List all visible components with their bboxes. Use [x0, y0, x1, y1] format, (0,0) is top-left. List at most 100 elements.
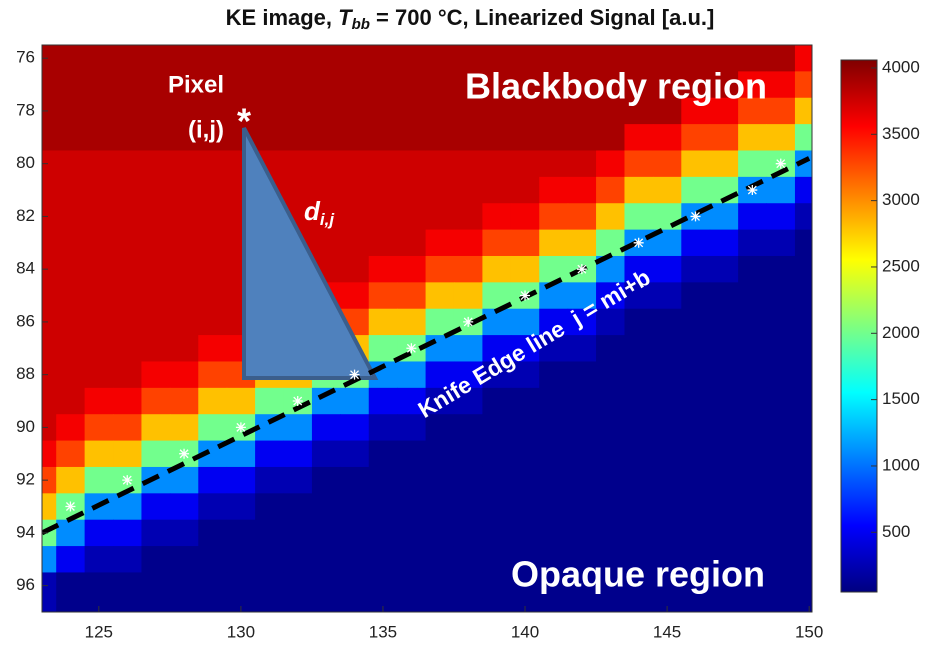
heatmap-cell	[653, 150, 682, 177]
heatmap-cell	[85, 71, 114, 98]
edge-point	[747, 185, 757, 195]
heatmap-cell	[56, 45, 85, 72]
distance-symbol: d	[304, 196, 321, 226]
pixel-label: Pixel	[168, 71, 224, 98]
heatmap-cell	[511, 124, 540, 151]
heatmap-cell	[85, 230, 114, 257]
heatmap-cell	[426, 546, 455, 573]
heatmap-cell	[454, 177, 483, 204]
heatmap-cell	[141, 230, 170, 257]
distance-subscript: i,j	[320, 210, 335, 229]
heatmap-cell	[227, 572, 256, 599]
heatmap-cell	[454, 335, 483, 362]
heatmap-cell	[227, 441, 256, 468]
heatmap-cell	[340, 546, 369, 573]
heatmap-cell	[369, 309, 398, 336]
heatmap-cell	[767, 256, 796, 283]
heatmap-cell	[113, 203, 142, 230]
heatmap-cell	[85, 177, 114, 204]
heatmap-cell	[141, 520, 170, 547]
heatmap-cell	[568, 388, 597, 415]
heatmap-cell	[624, 520, 653, 547]
heatmap-cell	[539, 414, 568, 441]
heatmap-cell	[511, 203, 540, 230]
heatmap-cell	[738, 414, 767, 441]
heatmap-cell	[255, 520, 284, 547]
colorbar-tick-label: 1500	[882, 389, 920, 408]
heatmap-cell	[170, 572, 199, 599]
heatmap-cell	[312, 98, 341, 125]
heatmap-cell	[426, 203, 455, 230]
heatmap-cell	[710, 520, 739, 547]
heatmap-cell	[198, 361, 227, 388]
heatmap-cell	[653, 309, 682, 336]
heatmap-cell	[681, 177, 710, 204]
heatmap-cell	[141, 124, 170, 151]
heatmap-cell	[227, 388, 256, 415]
edge-point	[65, 502, 75, 512]
heatmap-cell	[284, 493, 313, 520]
heatmap-cell	[767, 282, 796, 309]
edge-point	[293, 396, 303, 406]
title-subscript: bb	[352, 16, 370, 33]
heatmap-cell	[710, 388, 739, 415]
heatmap-cell	[454, 282, 483, 309]
y-tick-label: 80	[16, 153, 35, 172]
heatmap-cell	[369, 71, 398, 98]
heatmap-cell	[56, 441, 85, 468]
heatmap-cell	[454, 230, 483, 257]
heatmap-cell	[85, 335, 114, 362]
heatmap-cell	[767, 71, 796, 98]
heatmap-cell	[397, 441, 426, 468]
heatmap-cell	[141, 572, 170, 599]
heatmap-cell	[397, 361, 426, 388]
heatmap-cell	[255, 493, 284, 520]
heatmap-cell	[141, 150, 170, 177]
heatmap-cell	[653, 520, 682, 547]
heatmap-cell	[198, 282, 227, 309]
heatmap-cell	[312, 124, 341, 151]
heatmap-cell	[369, 150, 398, 177]
heatmap-cell	[397, 98, 426, 125]
heatmap-cell	[710, 467, 739, 494]
pixel-marker: *	[237, 101, 251, 142]
heatmap-cell	[113, 150, 142, 177]
heatmap-cell	[454, 441, 483, 468]
heatmap-cell	[369, 335, 398, 362]
heatmap-cell	[795, 98, 824, 125]
heatmap-cell	[141, 546, 170, 573]
heatmap-cell	[710, 230, 739, 257]
heatmap-cell	[539, 282, 568, 309]
heatmap-cell	[426, 124, 455, 151]
heatmap-cell	[596, 414, 625, 441]
heatmap-cell	[312, 520, 341, 547]
colorbar	[841, 60, 877, 592]
heatmap-cell	[738, 150, 767, 177]
heatmap-cell	[568, 414, 597, 441]
heatmap-cell	[454, 414, 483, 441]
colorbar-tick-label: 500	[882, 522, 910, 541]
heatmap-cell	[710, 441, 739, 468]
heatmap-cell	[511, 230, 540, 257]
heatmap-cell	[681, 335, 710, 362]
heatmap-cell	[624, 150, 653, 177]
heatmap-cell	[369, 388, 398, 415]
heatmap-cell	[141, 282, 170, 309]
heatmap-cell	[681, 150, 710, 177]
heatmap-cell	[340, 230, 369, 257]
heatmap-cell	[681, 441, 710, 468]
heatmap-cell	[56, 71, 85, 98]
heatmap-cell	[397, 467, 426, 494]
heatmap-cell	[795, 203, 824, 230]
heatmap-cell	[56, 177, 85, 204]
heatmap-cell	[795, 493, 824, 520]
heatmap-cell	[653, 388, 682, 415]
heatmap-cell	[369, 520, 398, 547]
heatmap-cell	[198, 335, 227, 362]
heatmap-cell	[624, 388, 653, 415]
heatmap-cell	[710, 309, 739, 336]
heatmap-cell	[426, 150, 455, 177]
x-tick-label: 135	[369, 622, 397, 641]
heatmap-cell	[284, 71, 313, 98]
heatmap-cell	[568, 124, 597, 151]
